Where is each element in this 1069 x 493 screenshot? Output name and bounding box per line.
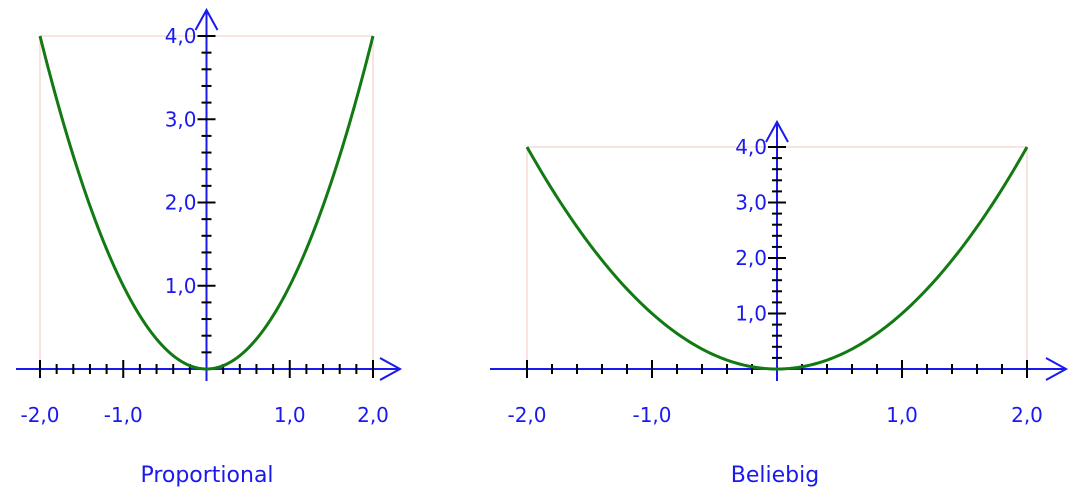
chart-proportional: -2,0 -1,0 1,0 2,0 1,0 2,0 3,0 4,0 Proportional (16, 7, 403, 488)
y-axis-arrow-icon (194, 7, 219, 31)
y-tick-label: 4,0 (165, 24, 197, 48)
x-tick-label: -2,0 (20, 403, 59, 427)
x-tick-label: -1,0 (632, 403, 671, 427)
y-tick-label: 3,0 (735, 191, 767, 215)
chart-beliebig: -2,0 -1,0 1,0 2,0 1,0 2,0 3,0 4,0 Beliebig (490, 119, 1069, 488)
parabola-curve (38, 35, 375, 371)
parabola-curve (525, 146, 1029, 371)
y-tick-label: 3,0 (165, 107, 197, 131)
x-axis-arrow-icon (379, 357, 403, 381)
x-axis-arrow-icon (1045, 357, 1069, 381)
x-tick-label: 2,0 (1011, 403, 1043, 427)
x-tick-label: 1,0 (274, 403, 306, 427)
x-tick-label: 1,0 (886, 403, 918, 427)
y-tick-label: 2,0 (735, 246, 767, 270)
chart-title: Beliebig (731, 463, 819, 488)
y-axis-arrow-icon (765, 119, 789, 143)
y-tick-label: 1,0 (735, 302, 767, 326)
x-tick-label: -2,0 (507, 403, 546, 427)
x-tick-label: 2,0 (357, 403, 389, 427)
x-tick-label: -1,0 (104, 403, 143, 427)
chart-title: Proportional (140, 463, 273, 488)
y-tick-label: 4,0 (735, 135, 767, 159)
y-tick-label: 2,0 (165, 191, 197, 215)
y-tick-label: 1,0 (165, 274, 197, 298)
